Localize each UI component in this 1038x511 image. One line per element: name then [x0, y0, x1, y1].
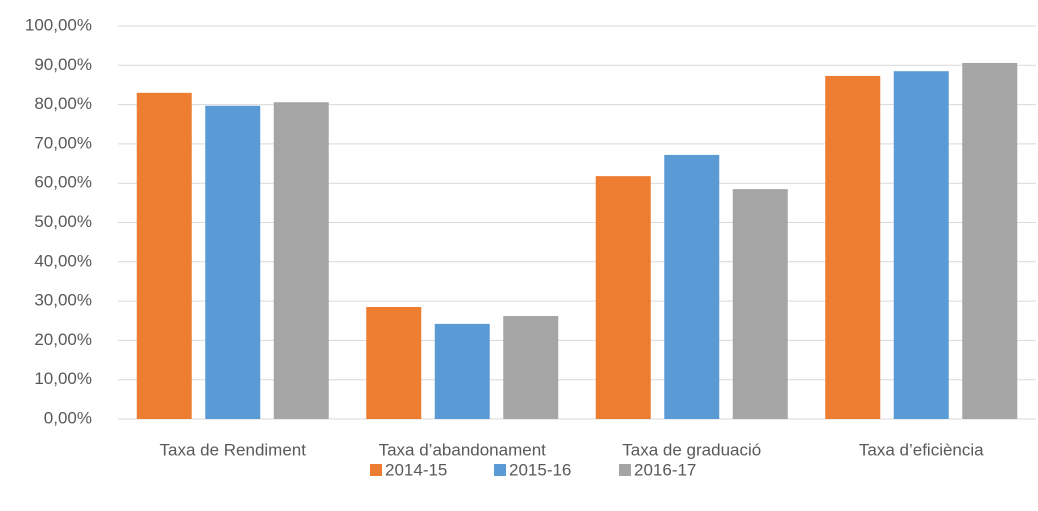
legend-label: 2016-17 [634, 460, 696, 479]
bar [273, 102, 329, 419]
bar [205, 105, 261, 420]
bar [434, 323, 490, 419]
bar [664, 154, 720, 420]
y-tick-label: 0,00% [44, 408, 92, 427]
y-tick-label: 40,00% [34, 251, 92, 270]
x-tick-label: Taxa de Rendiment [160, 440, 307, 459]
bar [893, 71, 949, 419]
y-tick-label: 20,00% [34, 330, 92, 349]
x-tick-label: Taxa d’eficiència [859, 440, 984, 459]
bar [732, 189, 788, 419]
y-tick-label: 80,00% [34, 94, 92, 113]
bar [825, 75, 881, 419]
legend-swatch [494, 464, 506, 476]
legend-swatch [370, 464, 382, 476]
y-tick-label: 10,00% [34, 369, 92, 388]
legend-label: 2015-16 [509, 460, 571, 479]
y-tick-label: 60,00% [34, 173, 92, 192]
y-tick-label: 70,00% [34, 133, 92, 152]
x-tick-label: Taxa d’abandonament [379, 440, 547, 459]
bar [595, 176, 651, 419]
bar [962, 62, 1018, 419]
bar [366, 306, 422, 419]
legend-label: 2014-15 [385, 460, 447, 479]
y-tick-label: 50,00% [34, 212, 92, 231]
bar [136, 92, 192, 419]
y-tick-label: 30,00% [34, 291, 92, 310]
bar [503, 316, 559, 419]
x-tick-label: Taxa de graduació [622, 440, 761, 459]
y-tick-label: 100,00% [25, 15, 92, 34]
y-tick-label: 90,00% [34, 55, 92, 74]
legend-swatch [619, 464, 631, 476]
